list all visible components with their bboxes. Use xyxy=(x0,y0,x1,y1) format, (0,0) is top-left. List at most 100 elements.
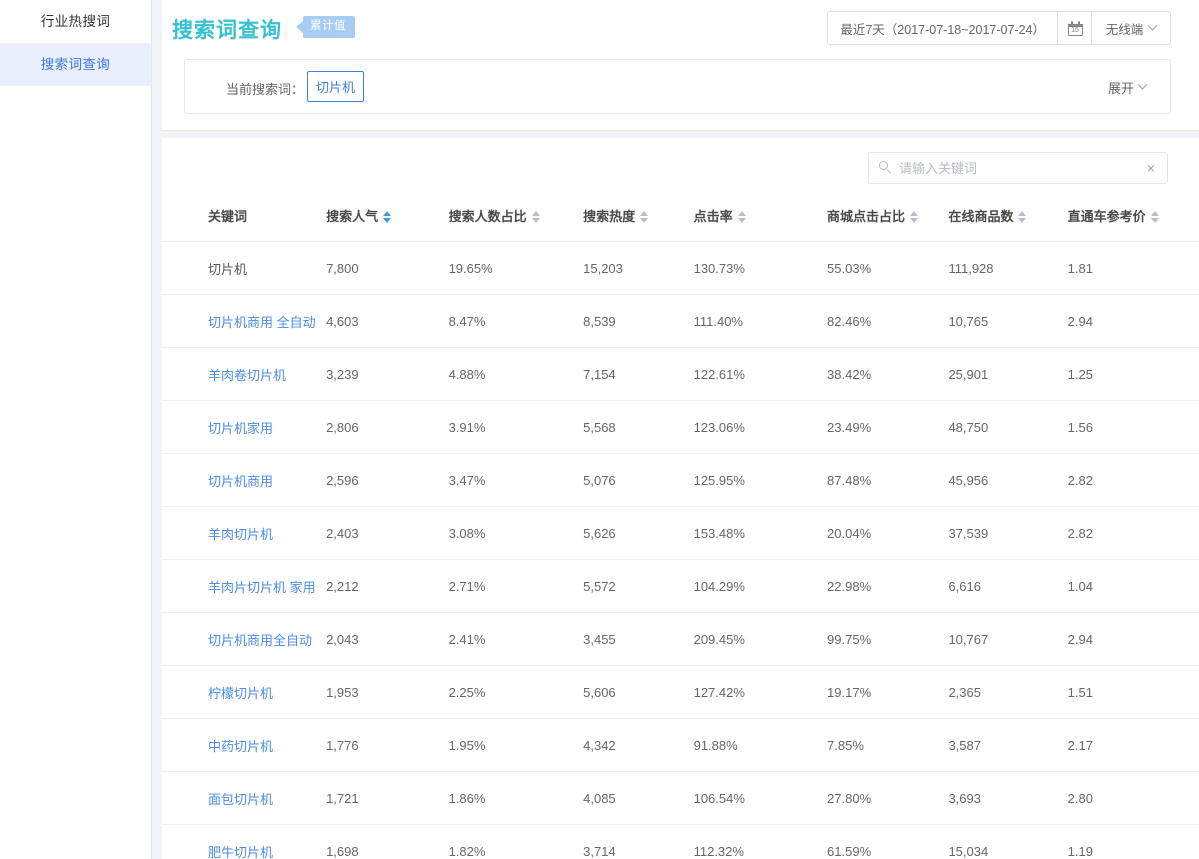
keyword-search-box[interactable]: × xyxy=(868,152,1168,184)
keyword-link[interactable]: 肥牛切片机 xyxy=(208,844,274,859)
column-header-people-ratio[interactable]: 搜索人数占比 xyxy=(448,200,584,242)
badge-label: 累计值 xyxy=(303,16,355,38)
cell-keyword[interactable]: 羊肉片切片机 家用 xyxy=(162,559,327,613)
keyword-link[interactable]: 羊肉卷切片机 xyxy=(208,367,287,383)
cell-mall-click-ratio: 20.04% xyxy=(827,506,949,560)
cell-mall-click-ratio: 55.03% xyxy=(827,241,949,295)
keyword-link[interactable]: 柠檬切片机 xyxy=(208,685,274,701)
close-icon[interactable]: × xyxy=(1146,160,1155,176)
cell-ctr: 104.29% xyxy=(693,559,828,613)
cell-keyword[interactable]: 切片机商用 全自动 xyxy=(162,294,327,348)
cell-keyword[interactable]: 面包切片机 xyxy=(162,771,327,825)
cell-mall-click-ratio: 99.75% xyxy=(827,612,949,666)
cell-mall-click-ratio: 7.85% xyxy=(827,718,949,772)
cell-ctr: 123.06% xyxy=(693,400,828,454)
sidebar-item-search-term-query[interactable]: 搜索词查询 xyxy=(0,43,151,86)
cell-keyword[interactable]: 羊肉切片机 xyxy=(162,506,327,560)
column-header-online-items[interactable]: 在线商品数 xyxy=(948,200,1068,242)
sort-icon[interactable] xyxy=(531,210,541,223)
column-header-ref-price[interactable]: 直通车参考价 xyxy=(1067,200,1199,242)
sort-icon[interactable] xyxy=(640,210,649,223)
cell-ref-price: 2.17 xyxy=(1067,718,1199,772)
cell-people-ratio: 8.47% xyxy=(448,294,584,348)
column-header-popularity[interactable]: 搜索人气 xyxy=(326,200,449,242)
cell-popularity: 2,806 xyxy=(326,400,449,454)
cell-keyword[interactable]: 肥牛切片机 xyxy=(162,824,327,859)
column-header-ctr[interactable]: 点击率 xyxy=(693,200,828,242)
filter-panel: 当前搜索词： 切片机 展开 xyxy=(184,59,1171,114)
sort-icon[interactable] xyxy=(910,210,919,223)
table-card: × 关键词 搜索人气 搜索人数占比 搜索热度 点击率 商城点击占比 xyxy=(162,138,1199,859)
expand-toggle[interactable]: 展开 xyxy=(1108,78,1148,97)
cell-ctr: 122.61% xyxy=(693,347,828,401)
column-header-mall-click-ratio[interactable]: 商城点击占比 xyxy=(827,200,949,242)
cell-ctr: 209.45% xyxy=(693,612,828,666)
cell-keyword[interactable]: 羊肉卷切片机 xyxy=(162,347,327,401)
column-label: 直通车参考价 xyxy=(1067,209,1146,224)
cell-online-items: 37,539 xyxy=(948,506,1068,560)
sort-icon[interactable] xyxy=(1150,210,1160,223)
cell-keyword[interactable]: 切片机家用 xyxy=(162,400,327,454)
cell-people-ratio: 3.47% xyxy=(448,453,584,507)
cell-people-ratio: 2.41% xyxy=(448,612,584,666)
cell-mall-click-ratio: 87.48% xyxy=(827,453,949,507)
content-area: 搜索词查询 累计值 最近7天（2017-07-18~2017-07-24） 15 xyxy=(152,0,1199,859)
cell-mall-click-ratio: 38.42% xyxy=(827,347,949,401)
search-icon xyxy=(879,161,892,174)
cell-keyword[interactable]: 切片机商用 xyxy=(162,453,327,507)
keyword-table: 关键词 搜索人气 搜索人数占比 搜索热度 点击率 商城点击占比 在线商品数 直通… xyxy=(162,200,1199,859)
cell-popularity: 1,953 xyxy=(326,665,449,719)
table-header-row: 关键词 搜索人气 搜索人数占比 搜索热度 点击率 商城点击占比 在线商品数 直通… xyxy=(162,200,1199,242)
cell-popularity: 2,403 xyxy=(326,506,449,560)
cell-popularity: 3,239 xyxy=(326,347,449,401)
keyword-link[interactable]: 羊肉切片机 xyxy=(208,526,274,542)
column-label: 搜索热度 xyxy=(583,209,636,224)
keyword-link[interactable]: 中药切片机 xyxy=(208,738,274,754)
cell-popularity: 1,721 xyxy=(326,771,449,825)
cell-heat: 5,568 xyxy=(583,400,694,454)
chevron-down-icon xyxy=(1147,20,1158,31)
keyword-link[interactable]: 切片机商用全自动 xyxy=(208,632,313,648)
title-row: 搜索词查询 累计值 最近7天（2017-07-18~2017-07-24） 15 xyxy=(172,0,1185,56)
date-range-picker[interactable]: 最近7天（2017-07-18~2017-07-24） 15 xyxy=(827,11,1093,45)
keyword-link[interactable]: 羊肉片切片机 家用 xyxy=(208,579,316,595)
sort-icon[interactable] xyxy=(383,210,392,223)
cell-keyword[interactable]: 中药切片机 xyxy=(162,718,327,772)
cell-heat: 15,203 xyxy=(583,241,694,295)
table-row: 柠檬切片机 1,953 2.25% 5,606 127.42% 19.17% 2,365 1.… xyxy=(162,665,1199,719)
cell-people-ratio: 19.65% xyxy=(448,241,584,295)
cell-ref-price: 1.04 xyxy=(1067,559,1199,613)
current-term-label: 当前搜索词： xyxy=(226,82,305,97)
cell-people-ratio: 3.08% xyxy=(448,506,584,560)
header-card: 搜索词查询 累计值 最近7天（2017-07-18~2017-07-24） 15 xyxy=(162,0,1199,131)
cell-mall-click-ratio: 19.17% xyxy=(827,665,949,719)
cumulative-badge: 累计值 xyxy=(296,16,355,38)
cell-ref-price: 2.94 xyxy=(1067,612,1199,666)
cell-ctr: 112.32% xyxy=(693,824,828,859)
sort-icon[interactable] xyxy=(1018,210,1027,223)
current-term-chip[interactable]: 切片机 xyxy=(307,71,365,102)
keyword-link[interactable]: 切片机商用 全自动 xyxy=(208,314,316,330)
cell-people-ratio: 2.25% xyxy=(448,665,584,719)
sidebar-item-industry-hot-words[interactable]: 行业热搜词 xyxy=(0,0,151,43)
cell-people-ratio: 1.95% xyxy=(448,718,584,772)
column-label: 在线商品数 xyxy=(948,209,1014,224)
table-row: 肥牛切片机 1,698 1.82% 3,714 112.32% 61.59% 15,034 1… xyxy=(162,824,1199,859)
cell-keyword[interactable]: 切片机商用全自动 xyxy=(162,612,327,666)
cell-heat: 5,076 xyxy=(583,453,694,507)
cell-ctr: 91.88% xyxy=(693,718,828,772)
search-input[interactable] xyxy=(899,160,1129,176)
column-header-heat[interactable]: 搜索热度 xyxy=(583,200,694,242)
cell-mall-click-ratio: 27.80% xyxy=(827,771,949,825)
terminal-select[interactable]: 无线端 xyxy=(1091,11,1171,45)
date-range-text: 最近7天（2017-07-18~2017-07-24） xyxy=(828,12,1058,44)
sort-icon[interactable] xyxy=(737,210,747,223)
keyword-link[interactable]: 切片机商用 xyxy=(208,473,274,489)
chevron-down-icon xyxy=(1137,79,1148,90)
calendar-button[interactable]: 15 xyxy=(1058,12,1092,44)
cell-ctr: 127.42% xyxy=(693,665,828,719)
keyword-link[interactable]: 切片机家用 xyxy=(208,420,274,436)
cell-keyword[interactable]: 柠檬切片机 xyxy=(162,665,327,719)
keyword-link[interactable]: 面包切片机 xyxy=(208,791,274,807)
cell-popularity: 2,212 xyxy=(326,559,449,613)
